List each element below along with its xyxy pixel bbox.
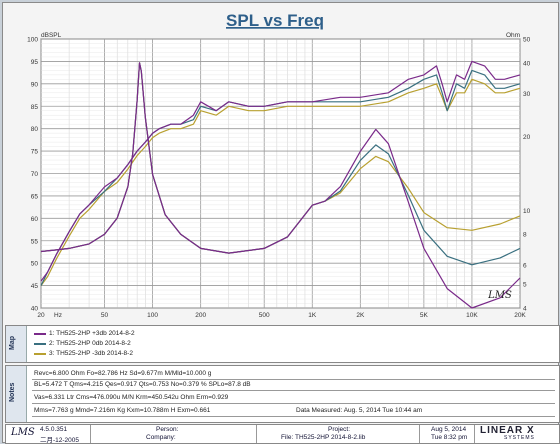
y-tick-label: 85 (31, 104, 39, 111)
x-tick-label: 500 (259, 312, 270, 319)
map-panel: Map 1: TH525-2HP +3db 2014-8-2 2: TH525-… (5, 325, 560, 363)
y-right-tick-label: 20 (523, 134, 531, 141)
x-tick-label: 200 (195, 312, 206, 319)
footer-project: Project: (328, 426, 351, 433)
x-tick-label: 1K (308, 312, 317, 319)
y-tick-label: 75 (31, 149, 39, 156)
y-tick-label: 95 (31, 59, 39, 66)
notes-divider-4 (32, 416, 555, 417)
y-tick-label: 80 (31, 126, 39, 133)
legend-label-3: 3: TH525-2HP -3db 2014-8-2 (49, 350, 133, 357)
notes-line-2: BL=5.472 T Qms=4.215 Qes=0.917 Qts=0.753… (34, 381, 251, 388)
legend-swatch-3 (34, 352, 46, 355)
y-right-tick-label: 4 (523, 306, 527, 313)
impedance-line-1 (40, 62, 521, 309)
x-tick-label: 10K (466, 312, 478, 319)
y-right-tick-label: 10 (523, 208, 531, 215)
notes-panel-label: Notes (9, 382, 16, 402)
y-right-tick-label: 40 (523, 60, 531, 67)
y-tick-label: 45 (31, 283, 39, 290)
footer-separator-2 (256, 425, 257, 443)
legend-label-2: 2: TH525-2HP 0db 2014-8-2 (49, 340, 131, 347)
y-tick-label: 65 (31, 193, 39, 200)
legend-entry-1[interactable]: 1: TH525-2HP +3db 2014-8-2 (34, 330, 135, 337)
x-tick-label: 5K (420, 312, 429, 319)
x-tick-label: 20 (37, 312, 45, 319)
footer-person: Person: (156, 426, 179, 433)
legend-swatch-2 (34, 342, 46, 345)
notes-panel-sidebar: Notes (6, 366, 27, 422)
notes-divider-3 (32, 403, 555, 404)
footer-separator-4 (474, 425, 475, 443)
chart-title: SPL vs Freq (226, 11, 324, 30)
x-tick-label: 50 (101, 312, 109, 319)
footer-version-date: 二月-12-2005 (40, 437, 80, 444)
y-tick-label: 100 (27, 37, 38, 44)
footer-date: Aug 5, 2014 (431, 426, 467, 433)
notes-date-measured: Data Measured: Aug. 5, 2014 Tue 10:44 am (296, 407, 423, 414)
y-axis-right-label: Ohm (506, 32, 520, 39)
y-right-tick-label: 8 (523, 232, 527, 239)
footer-separator-1 (90, 425, 91, 443)
chart-annotation-lms: LMS (487, 290, 512, 301)
x-tick-label: 100 (147, 312, 158, 319)
y-tick-label: 90 (31, 81, 39, 88)
y-axis-left-label: dBSPL (41, 32, 62, 39)
notes-panel: Notes Revc=6.800 Ohm Fo=82.786 Hz Sd=9.6… (5, 365, 560, 423)
map-panel-sidebar: Map (6, 326, 27, 362)
map-panel-label: Map (9, 336, 16, 350)
footer-file: File: TH525-2HP 2014-8-2.lib (281, 434, 366, 441)
chart-area: SPL vs Freq dBSPL Ohm 20 Hz 50 100 200 500 1K 2… (27, 11, 531, 319)
footer-time: Tue 8:32 pm (431, 434, 468, 441)
footer-separator-3 (419, 425, 420, 443)
footer-version: 4.5.0.351 (40, 426, 68, 433)
legend-entry-2[interactable]: 2: TH525-2HP 0db 2014-8-2 (34, 340, 131, 347)
x-tick-label: 2K (356, 312, 365, 319)
footer-brand: LINEAR X (480, 425, 535, 436)
legend-entry-3[interactable]: 3: TH525-2HP -3db 2014-8-2 (34, 350, 133, 357)
y-right-tick-label: 50 (523, 37, 531, 44)
notes-divider-2 (32, 390, 555, 391)
legend-swatch-1 (34, 332, 46, 335)
y-right-tick-label: 30 (523, 91, 531, 98)
x-tick-label: 20K (514, 312, 526, 319)
notes-line-3: Vas=6.331 Ltr Cms=476.090u M/N Krm=450.5… (34, 394, 229, 401)
notes-line-4: Mms=7.763 g Mmd=7.216m Kg Kxm=10.788m H … (34, 407, 211, 414)
spl-line-1 (40, 60, 521, 282)
legend-label-1: 1: TH525-2HP +3db 2014-8-2 (49, 330, 135, 337)
y-tick-label: 50 (31, 261, 39, 268)
x-tick-unit: Hz (54, 312, 62, 319)
y-right-tick-label: 5 (523, 282, 527, 289)
y-tick-label: 40 (31, 306, 39, 313)
y-tick-label: 60 (31, 216, 39, 223)
y-tick-label: 55 (31, 238, 39, 245)
notes-line-1: Revc=6.800 Ohm Fo=82.786 Hz Sd=9.677m M/… (34, 370, 212, 377)
footer-brand-sub: SYSTEMS (504, 435, 535, 441)
y-right-tick-label: 6 (523, 262, 527, 269)
notes-divider-1 (32, 379, 555, 380)
footer-company: Company: (146, 434, 176, 441)
y-tick-label: 70 (31, 171, 39, 178)
footer-bar: LMS 4.5.0.351 二月-12-2005 Person: Company… (5, 424, 560, 444)
footer-logo: LMS (11, 427, 35, 438)
